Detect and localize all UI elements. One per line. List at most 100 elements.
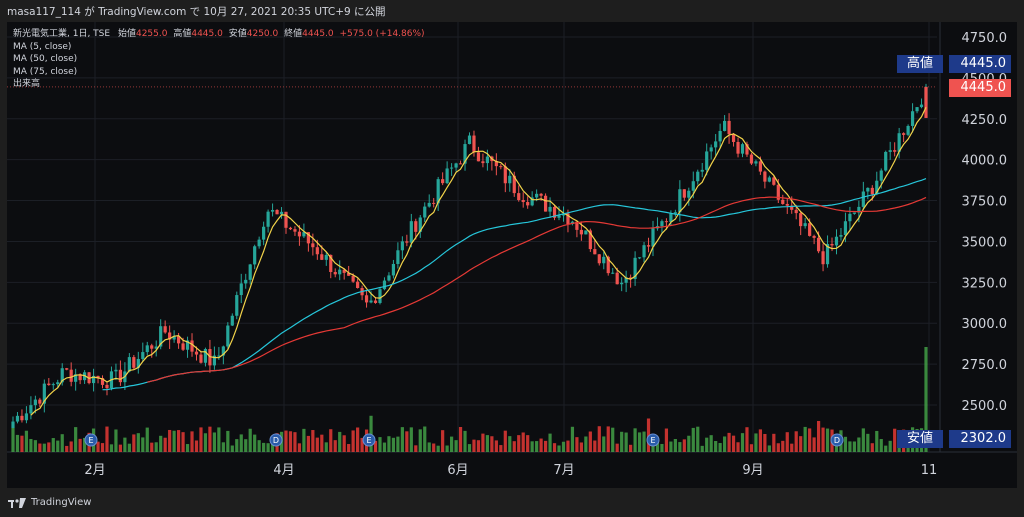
- candle-body: [615, 272, 619, 285]
- candle-body: [620, 282, 624, 285]
- volume-bar: [852, 441, 856, 452]
- tradingview-logo[interactable]: TradingView: [8, 497, 91, 508]
- volume-bar: [51, 438, 55, 452]
- volume-bar: [481, 433, 485, 452]
- volume-bar: [69, 441, 73, 452]
- candle-body: [861, 191, 865, 207]
- candle-body: [552, 206, 557, 218]
- volume-bar: [194, 440, 199, 452]
- event-marker-label: E: [650, 436, 655, 445]
- candle-body: [257, 239, 261, 247]
- volume-bar: [248, 428, 252, 452]
- volume-bar: [879, 439, 883, 452]
- candle-body: [575, 221, 579, 230]
- legend-ma50[interactable]: MA (50, close): [13, 54, 78, 64]
- volume-bar: [472, 439, 476, 452]
- volume-bar: [736, 442, 740, 452]
- volume-bar: [150, 442, 154, 452]
- volume-bar: [20, 435, 24, 452]
- candle-body: [781, 199, 785, 204]
- candle-body: [136, 358, 140, 368]
- candle-body: [163, 326, 167, 333]
- volume-bar: [682, 439, 686, 452]
- candle-body: [409, 221, 413, 243]
- volume-bar: [606, 426, 610, 452]
- candle-body: [731, 134, 736, 142]
- candle-body: [338, 269, 342, 275]
- candle-body: [217, 355, 221, 357]
- legend-volume[interactable]: 出来高: [13, 79, 41, 89]
- volume-bar: [552, 443, 557, 452]
- volume-bar: [221, 442, 225, 452]
- legend-ma5[interactable]: MA (5, close): [13, 41, 72, 52]
- candle-body: [535, 193, 539, 198]
- candle-body: [432, 202, 436, 204]
- chart-panel[interactable]: 4750.04500.04250.04000.03750.03500.03250…: [7, 22, 1017, 488]
- candle-body: [226, 325, 230, 347]
- legend-open-value: 4255.0: [135, 29, 168, 39]
- volume-bar: [391, 437, 396, 452]
- candle-body: [449, 167, 454, 169]
- volume-bar: [503, 430, 507, 452]
- volume-bar: [494, 440, 498, 452]
- volume-bar: [758, 429, 763, 452]
- volume-bar: [436, 445, 440, 452]
- ma50-line: [102, 178, 927, 391]
- candle-body: [396, 250, 400, 264]
- candle-body: [467, 135, 472, 145]
- candle-body: [812, 235, 816, 238]
- volume-bar: [427, 442, 431, 452]
- volume-bar: [776, 443, 780, 452]
- volume-bar: [727, 432, 731, 452]
- candle-body: [839, 235, 843, 237]
- volume-bar: [749, 444, 754, 452]
- candle-body: [633, 257, 637, 279]
- volume-bar: [597, 426, 601, 452]
- candle-body: [51, 384, 55, 386]
- volume-bar: [584, 436, 588, 452]
- price-chart[interactable]: 4750.04500.04250.04000.03750.03500.03250…: [7, 22, 1017, 488]
- ma5-line: [30, 106, 927, 416]
- volume-bar: [629, 444, 633, 452]
- legend-ma75[interactable]: MA (75, close): [13, 66, 78, 77]
- candle-body: [557, 215, 561, 218]
- candle-body: [700, 169, 704, 172]
- candle-body: [906, 125, 910, 135]
- volume-bar: [570, 426, 575, 452]
- candle-body: [830, 244, 834, 246]
- volume-bar: [588, 431, 592, 452]
- candle-body: [391, 263, 396, 276]
- volume-bar: [593, 440, 597, 452]
- volume-bar: [808, 428, 812, 452]
- legend-low-label: 安値: [228, 29, 247, 39]
- volume-bar: [324, 442, 328, 452]
- candle-body: [919, 104, 924, 108]
- candle-body: [642, 245, 646, 258]
- last-price-tag: 4445.0: [949, 79, 1011, 97]
- volume-bar: [441, 430, 445, 452]
- volume-bar: [38, 443, 42, 452]
- candle-body: [669, 213, 673, 222]
- volume-bar: [373, 440, 378, 452]
- volume-bar: [696, 426, 700, 452]
- volume-bar: [673, 438, 677, 452]
- candle-body: [150, 345, 154, 349]
- volume-bar: [794, 431, 798, 452]
- volume-bar: [888, 440, 892, 452]
- candle-body: [740, 144, 745, 154]
- candle-body: [682, 189, 686, 198]
- volume-bar: [257, 440, 261, 452]
- volume-bar: [203, 433, 208, 452]
- candle-body: [687, 190, 691, 198]
- volume-bar: [575, 437, 579, 452]
- candle-body: [606, 256, 610, 274]
- candle-body: [279, 211, 284, 215]
- volume-bar: [29, 438, 33, 452]
- candle-body: [423, 206, 427, 218]
- candle-body: [629, 277, 633, 279]
- candle-body: [910, 111, 915, 126]
- volume-bar: [154, 442, 158, 452]
- candle-body: [436, 179, 440, 204]
- volume-bar: [382, 442, 387, 452]
- volume-bar: [199, 427, 203, 452]
